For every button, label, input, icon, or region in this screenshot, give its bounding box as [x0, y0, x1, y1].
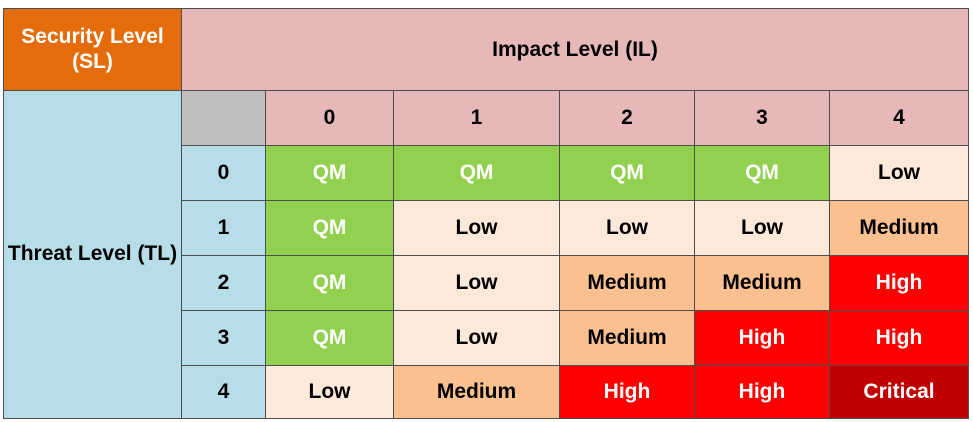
- matrix-cell: Low: [828, 145, 970, 201]
- impact-level-0: 0: [265, 90, 394, 146]
- corner-cell: [181, 90, 266, 146]
- security-level-matrix: Security Level (SL) Impact Level (IL) Th…: [3, 8, 970, 419]
- table-row: 4 Low Medium High High Critical: [4, 365, 970, 419]
- matrix-cell: Medium: [559, 310, 695, 366]
- matrix-cell: Medium: [393, 365, 560, 419]
- matrix-cell: Low: [393, 200, 560, 256]
- table-row: 1 QM Low Low Low Medium: [4, 200, 970, 256]
- matrix-cell: QM: [393, 145, 560, 201]
- matrix-cell: QM: [694, 145, 830, 201]
- matrix-cell: High: [694, 310, 830, 366]
- matrix-cell: Medium: [559, 255, 695, 311]
- matrix-cell: Medium: [828, 200, 970, 256]
- impact-level-1: 1: [393, 90, 560, 146]
- matrix-cell: Low: [265, 365, 394, 419]
- matrix-cell: QM: [265, 310, 394, 366]
- matrix-cell: High: [828, 310, 970, 366]
- matrix-cell: Low: [559, 200, 695, 256]
- threat-level-4: 4: [181, 365, 266, 419]
- impact-level-3: 3: [694, 90, 830, 146]
- matrix-cell: QM: [265, 200, 394, 256]
- matrix-cell: QM: [265, 145, 394, 201]
- impact-level-4: 4: [828, 90, 970, 146]
- matrix-cell: Low: [393, 255, 560, 311]
- threat-level-3: 3: [181, 310, 266, 366]
- matrix-cell: Critical: [828, 365, 970, 419]
- security-level-header: Security Level (SL): [3, 8, 182, 91]
- threat-level-2: 2: [181, 255, 266, 311]
- threat-level-header: Threat Level (TL): [3, 90, 182, 419]
- matrix-cell: High: [828, 255, 970, 311]
- matrix-cell: Medium: [694, 255, 830, 311]
- threat-level-0: 0: [181, 145, 266, 201]
- matrix-table: Security Level (SL) Impact Level (IL) Th…: [3, 8, 970, 419]
- impact-level-header: Impact Level (IL): [180, 8, 970, 91]
- matrix-cell: Low: [694, 200, 830, 256]
- matrix-cell: QM: [559, 145, 695, 201]
- matrix-cell: High: [694, 365, 830, 419]
- threat-level-1: 1: [181, 200, 266, 256]
- impact-level-2: 2: [559, 90, 695, 146]
- table-row: 0 QM QM QM QM Low: [4, 145, 970, 201]
- table-row: 3 QM Low Medium High High: [4, 310, 970, 366]
- table-row: 2 QM Low Medium Medium High: [4, 255, 970, 311]
- matrix-cell: QM: [265, 255, 394, 311]
- matrix-cell: Low: [393, 310, 560, 366]
- matrix-cell: High: [559, 365, 695, 419]
